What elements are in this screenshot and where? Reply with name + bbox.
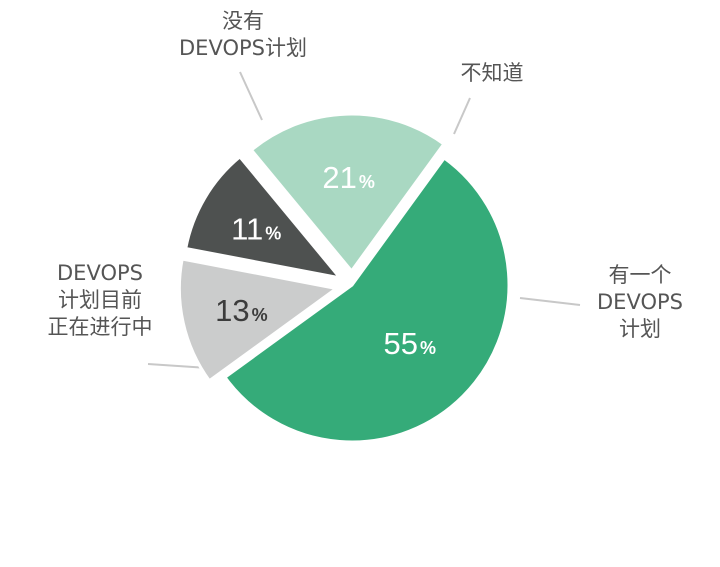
- slice-value-label-4: 21%: [322, 160, 375, 195]
- leader-line-3: [453, 97, 471, 135]
- slice-value-label-1: 55%: [383, 326, 436, 361]
- pie-slice-2: [177, 257, 341, 383]
- slice-value-label-2: 13%: [215, 293, 268, 328]
- category-label-4: 有一个 DEVOPS 计划: [597, 263, 683, 341]
- pie-slice-3: [183, 154, 344, 281]
- slice-value-label-3: 11%: [231, 211, 281, 246]
- pie-slice-1: [222, 155, 511, 444]
- pie-slice-4: [249, 112, 446, 274]
- category-label-2: 没有 DEVOPS计划: [179, 9, 307, 60]
- leader-line-2: [239, 71, 263, 121]
- leader-line-1: [147, 363, 209, 369]
- leader-line-4: [519, 297, 581, 306]
- category-label-1: DEVOPS 计划目前正在进行中: [48, 261, 153, 339]
- category-label-3: 不知道: [461, 61, 524, 85]
